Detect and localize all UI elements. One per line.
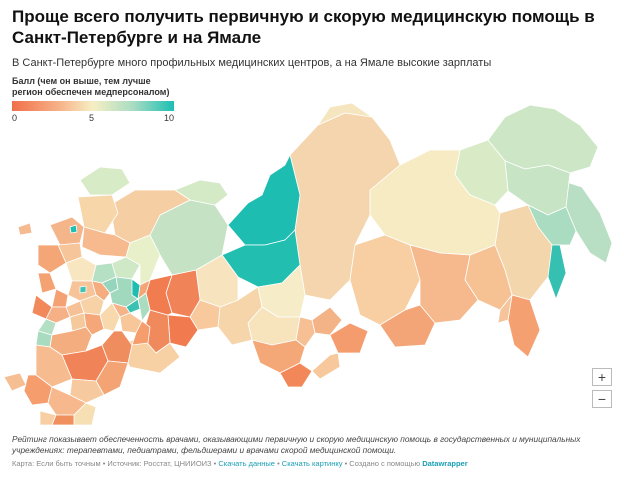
chart-subtitle: В Санкт-Петербурге много профильных меди…	[12, 57, 492, 69]
legend-title-line2: регион обеспечен медперсоналом)	[12, 87, 170, 97]
region-samara	[131, 320, 151, 346]
region-kemerovo	[295, 316, 316, 348]
region-altai-border	[311, 352, 341, 380]
legend-ticks: 0 5 10	[12, 113, 174, 125]
legend-gradient-bar	[12, 101, 174, 111]
region-tatarstan	[137, 292, 151, 322]
region-crimea	[3, 372, 27, 392]
region-spb	[69, 224, 78, 234]
legend-tick-max: 10	[163, 113, 174, 123]
download-data-link[interactable]: Скачать данные	[218, 459, 275, 468]
region-kbr-kchr	[39, 410, 57, 425]
region-yamal	[227, 154, 301, 246]
region-kalmykia	[69, 378, 105, 404]
region-moscow-city	[79, 285, 87, 294]
zoom-out-button[interactable]: −	[592, 390, 612, 408]
color-legend: Балл (чем он выше, тем лучше регион обес…	[12, 76, 182, 125]
footer-created-with: • Создано с помощью	[342, 459, 423, 468]
region-zabaykalsky	[409, 244, 479, 324]
region-taymyr-north	[317, 102, 373, 126]
datawrapper-link[interactable]: Datawrapper	[422, 459, 468, 468]
zoom-in-button[interactable]: +	[592, 368, 612, 386]
region-altai-krai	[251, 339, 306, 374]
region-pskov	[37, 244, 67, 274]
region-tuva	[329, 322, 369, 354]
region-omsk	[217, 286, 263, 346]
region-ulyanovsk	[119, 312, 143, 334]
methodology-note: Рейтинг показывает обеспеченность врачам…	[12, 434, 581, 455]
legend-title-line1: Балл (чем он выше, тем лучше	[12, 76, 151, 86]
region-chechnya	[51, 414, 75, 425]
zoom-controls: + −	[592, 368, 612, 412]
region-mari	[131, 278, 141, 300]
region-kaliningrad	[17, 222, 33, 236]
legend-tick-mid: 5	[89, 113, 95, 123]
region-orel	[45, 306, 71, 324]
region-leningrad	[49, 216, 85, 246]
footer-source: Карта: Если быть точным • Источник: Росс…	[12, 459, 219, 468]
region-buryatia	[379, 304, 436, 348]
region-karelia	[77, 194, 119, 234]
region-murmansk	[79, 166, 131, 196]
region-kirov	[125, 234, 161, 286]
footer: Карта: Если быть точным • Источник: Росс…	[12, 459, 616, 469]
download-image-link[interactable]: Скачать картинку	[281, 459, 343, 468]
region-kaluga	[51, 288, 69, 308]
region-smolensk	[37, 272, 57, 294]
region-khmao	[221, 229, 301, 288]
region-altai-rep	[279, 362, 313, 388]
region-primorye	[507, 294, 541, 358]
region-magadan	[504, 160, 571, 216]
russia-regions-map[interactable]	[0, 95, 624, 425]
legend-tick-min: 0	[12, 113, 18, 123]
region-kostroma	[111, 256, 141, 280]
chart-title: Проще всего получить первичную и скорую …	[12, 7, 595, 47]
region-jewish	[497, 294, 513, 324]
footer-separator: •	[274, 459, 282, 468]
